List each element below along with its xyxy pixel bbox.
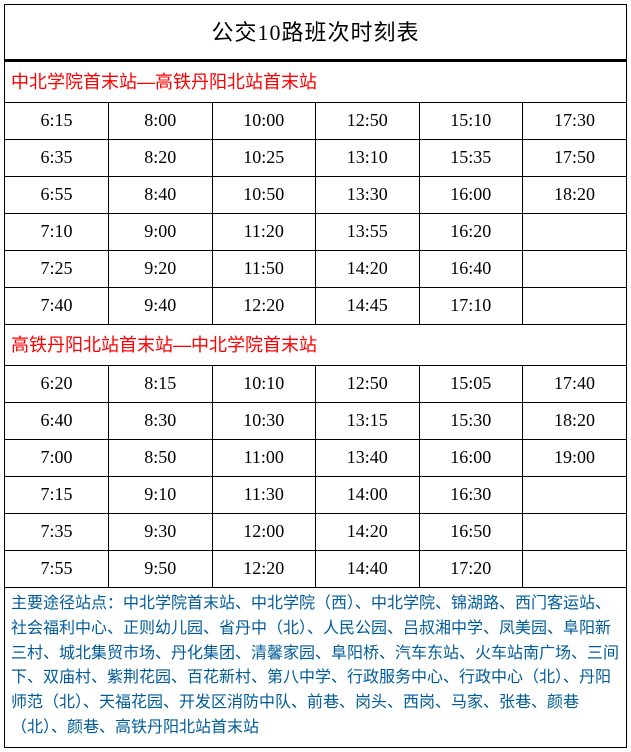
time-cell: 13:55: [316, 214, 420, 251]
table-row: 7:359:3012:0014:2016:50: [5, 514, 626, 551]
page-title: 公交10路班次时刻表: [5, 5, 626, 62]
time-cell: 16:00: [419, 440, 523, 477]
time-cell: 17:50: [523, 140, 627, 177]
time-cell: 17:20: [419, 551, 523, 588]
time-cell: 10:10: [212, 366, 316, 403]
time-cell: 17:30: [523, 103, 627, 140]
time-cell: 12:50: [316, 103, 420, 140]
time-cell: [523, 551, 627, 588]
table-row: 7:559:5012:2014:4017:20: [5, 551, 626, 588]
table-row: 7:159:1011:3014:0016:30: [5, 477, 626, 514]
time-cell: 16:20: [419, 214, 523, 251]
section-title-0: 中北学院首末站—高铁丹阳北站首末站: [5, 62, 626, 103]
time-cell: 14:20: [316, 514, 420, 551]
time-cell: 15:30: [419, 403, 523, 440]
section-title-1: 高铁丹阳北站首末站—中北学院首末站: [5, 324, 626, 366]
timetable-container: 公交10路班次时刻表 中北学院首末站—高铁丹阳北站首末站 6:158:0010:…: [4, 4, 627, 748]
time-cell: 9:10: [109, 477, 213, 514]
time-cell: [523, 251, 627, 288]
table-row: 6:158:0010:0012:5015:1017:30: [5, 103, 626, 140]
table-row: 6:208:1510:1012:5015:0517:40: [5, 366, 626, 403]
time-cell: 8:50: [109, 440, 213, 477]
schedule-table-1: 6:208:1510:1012:5015:0517:406:408:3010:3…: [5, 366, 626, 587]
time-cell: 6:35: [5, 140, 109, 177]
stations-label: 主要途径站点：: [11, 595, 123, 612]
time-cell: 7:25: [5, 251, 109, 288]
time-cell: 8:00: [109, 103, 213, 140]
table-row: 6:358:2010:2513:1015:3517:50: [5, 140, 626, 177]
time-cell: [523, 214, 627, 251]
table-row: 7:409:4012:2014:4517:10: [5, 288, 626, 325]
time-cell: 17:10: [419, 288, 523, 325]
table-row: 7:008:5011:0013:4016:0019:00: [5, 440, 626, 477]
time-cell: 14:45: [316, 288, 420, 325]
stations-text: 中北学院首末站、中北学院（西）、中北学院、锦湖路、西门客运站、社会福利中心、正则…: [11, 595, 619, 736]
time-cell: [523, 288, 627, 325]
table-row: 7:259:2011:5014:2016:40: [5, 251, 626, 288]
time-cell: 7:55: [5, 551, 109, 588]
time-cell: 17:40: [523, 366, 627, 403]
time-cell: 14:20: [316, 251, 420, 288]
time-cell: 15:05: [419, 366, 523, 403]
time-cell: 7:10: [5, 214, 109, 251]
time-cell: 11:30: [212, 477, 316, 514]
time-cell: 10:25: [212, 140, 316, 177]
time-cell: 11:00: [212, 440, 316, 477]
time-cell: 9:30: [109, 514, 213, 551]
time-cell: 15:10: [419, 103, 523, 140]
time-cell: 7:40: [5, 288, 109, 325]
time-cell: 7:00: [5, 440, 109, 477]
time-cell: 9:40: [109, 288, 213, 325]
time-cell: 7:15: [5, 477, 109, 514]
time-cell: 10:00: [212, 103, 316, 140]
table-row: 6:558:4010:5013:3016:0018:20: [5, 177, 626, 214]
time-cell: 13:15: [316, 403, 420, 440]
time-cell: 6:20: [5, 366, 109, 403]
time-cell: 8:15: [109, 366, 213, 403]
time-cell: 18:20: [523, 403, 627, 440]
time-cell: 14:00: [316, 477, 420, 514]
table-row: 6:408:3010:3013:1515:3018:20: [5, 403, 626, 440]
table-row: 7:109:0011:2013:5516:20: [5, 214, 626, 251]
time-cell: 6:55: [5, 177, 109, 214]
schedule-table-0: 6:158:0010:0012:5015:1017:306:358:2010:2…: [5, 103, 626, 324]
time-cell: 18:20: [523, 177, 627, 214]
time-cell: 6:15: [5, 103, 109, 140]
time-cell: 8:40: [109, 177, 213, 214]
time-cell: 13:40: [316, 440, 420, 477]
time-cell: 15:35: [419, 140, 523, 177]
time-cell: 16:30: [419, 477, 523, 514]
time-cell: 13:10: [316, 140, 420, 177]
time-cell: 6:40: [5, 403, 109, 440]
time-cell: 16:50: [419, 514, 523, 551]
time-cell: 12:00: [212, 514, 316, 551]
time-cell: 12:20: [212, 288, 316, 325]
time-cell: 11:50: [212, 251, 316, 288]
time-cell: 9:20: [109, 251, 213, 288]
time-cell: 9:50: [109, 551, 213, 588]
time-cell: [523, 477, 627, 514]
time-cell: 13:30: [316, 177, 420, 214]
stations-block: 主要途径站点：中北学院首末站、中北学院（西）、中北学院、锦湖路、西门客运站、社会…: [5, 587, 626, 747]
time-cell: 10:30: [212, 403, 316, 440]
time-cell: 11:20: [212, 214, 316, 251]
time-cell: 16:40: [419, 251, 523, 288]
time-cell: 8:20: [109, 140, 213, 177]
time-cell: 12:50: [316, 366, 420, 403]
time-cell: [523, 514, 627, 551]
time-cell: 12:20: [212, 551, 316, 588]
time-cell: 19:00: [523, 440, 627, 477]
time-cell: 9:00: [109, 214, 213, 251]
time-cell: 7:35: [5, 514, 109, 551]
time-cell: 10:50: [212, 177, 316, 214]
time-cell: 8:30: [109, 403, 213, 440]
time-cell: 16:00: [419, 177, 523, 214]
time-cell: 14:40: [316, 551, 420, 588]
